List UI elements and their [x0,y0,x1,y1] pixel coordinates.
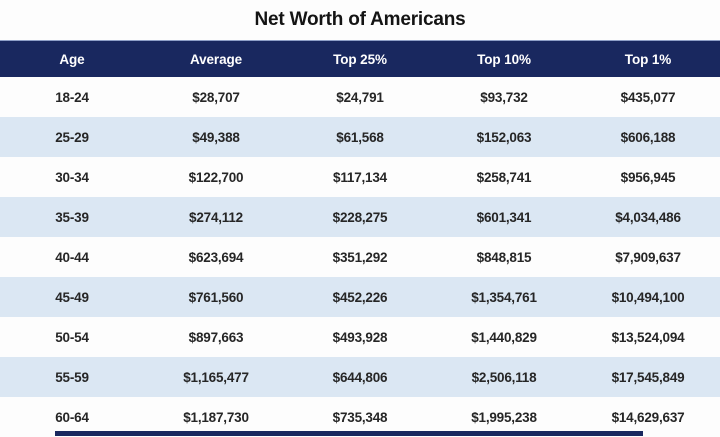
value-cell: $606,188 [620,129,676,145]
header-cell-top1: Top 1% [624,51,672,67]
table-body: 18-24 $28,707 $24,791 $93,732 $435,077 25-29 $… [0,77,720,437]
value-cell: $435,077 [620,89,676,105]
age-cell: 60-64 [55,409,89,425]
age-cell: 50-54 [55,329,89,345]
value-cell: $93,732 [480,89,528,105]
value-cell: $13,524,094 [611,329,685,345]
value-cell: $258,741 [476,169,532,185]
title-band: Net Worth of Americans [0,0,720,40]
bottom-accent-bar [55,431,643,436]
value-cell: $14,629,637 [611,409,685,425]
table-header-row: Age Average Top 25% Top 10% Top 1% [0,40,720,77]
value-cell: $897,663 [188,329,244,345]
table-row: 18-24 $28,707 $24,791 $93,732 $435,077 [0,77,720,117]
header-cell-average: Average [189,51,243,67]
value-cell: $1,995,238 [471,409,537,425]
value-cell: $228,275 [332,209,388,225]
value-cell: $17,545,849 [611,369,685,385]
value-cell: $735,348 [332,409,388,425]
age-cell: 30-34 [55,169,89,185]
value-cell: $274,112 [189,209,243,225]
age-cell: 40-44 [55,249,89,265]
table-row: 40-44 $623,694 $351,292 $848,815 $7,909,637 [0,237,720,277]
age-cell: 45-49 [55,289,89,305]
value-cell: $10,494,100 [611,289,685,305]
value-cell: $761,560 [188,289,244,305]
table-row: 30-34 $122,700 $117,134 $258,741 $956,945 [0,157,720,197]
table-row: 35-39 $274,112 $228,275 $601,341 $4,034,486 [0,197,720,237]
value-cell: $956,945 [620,169,676,185]
value-cell: $2,506,118 [471,369,537,385]
age-cell: 18-24 [55,89,89,105]
value-cell: $49,388 [192,129,240,145]
table-row: 50-54 $897,663 $493,928 $1,440,829 $13,524,0… [0,317,720,357]
header-cell-age: Age [59,51,85,67]
value-cell: $152,063 [476,129,532,145]
value-cell: $61,568 [336,129,384,145]
table-row: 55-59 $1,165,477 $644,806 $2,506,118 $17,545… [0,357,720,397]
page-title: Net Worth of Americans [254,9,466,30]
value-cell: $1,354,761 [471,289,537,305]
header-cell-top25: Top 25% [333,51,387,67]
value-cell: $7,909,637 [615,249,681,265]
value-cell: $848,815 [476,249,532,265]
table-row: 45-49 $761,560 $452,226 $1,354,761 $10,494,1… [0,277,720,317]
value-cell: $1,165,477 [183,369,249,385]
value-cell: $1,187,730 [183,409,249,425]
value-cell: $493,928 [332,329,388,345]
value-cell: $601,341 [476,209,532,225]
age-cell: 35-39 [55,209,89,225]
value-cell: $1,440,829 [471,329,537,345]
header-cell-top10: Top 10% [477,51,531,67]
net-worth-table: Age Average Top 25% Top 10% Top 1% 18-24… [0,40,720,437]
value-cell: $623,694 [188,249,244,265]
value-cell: $452,226 [332,289,388,305]
value-cell: $644,806 [332,369,388,385]
table-row: 25-29 $49,388 $61,568 $152,063 $606,188 [0,117,720,157]
value-cell: $351,292 [332,249,388,265]
value-cell: $117,134 [333,169,387,185]
table-row: 60-64 $1,187,730 $735,348 $1,995,238 $14,629… [0,397,720,437]
age-cell: 25-29 [55,129,89,145]
value-cell: $122,700 [188,169,244,185]
value-cell: $28,707 [192,89,240,105]
age-cell: 55-59 [55,369,89,385]
value-cell: $4,034,486 [615,209,681,225]
value-cell: $24,791 [336,89,384,105]
